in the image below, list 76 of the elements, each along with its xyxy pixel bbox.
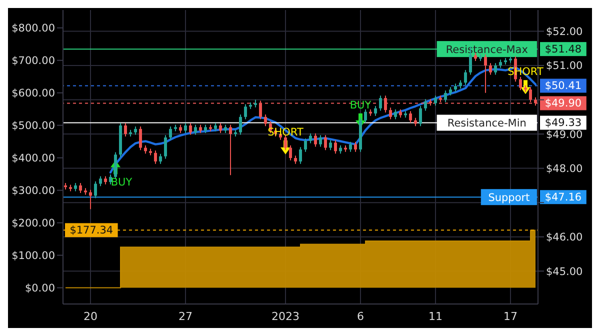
annotation: Support xyxy=(488,192,530,204)
y-tick-label: $600.00 xyxy=(12,88,55,100)
annotation: Resistance-Min xyxy=(447,118,526,130)
series-label: BUY xyxy=(110,176,133,188)
candlestick xyxy=(299,146,302,164)
candlestick xyxy=(419,105,422,127)
x-tick-label: 17 xyxy=(504,310,518,323)
y-tick-label: $700.00 xyxy=(12,55,55,68)
candlestick xyxy=(139,126,142,151)
candlestick xyxy=(99,176,102,187)
ref-line-label: $49.90 xyxy=(544,98,582,110)
candlestick xyxy=(329,140,332,151)
candlestick xyxy=(364,108,367,124)
candlestick xyxy=(169,126,172,140)
candlestick xyxy=(354,141,357,152)
text: BUY xyxy=(350,99,372,112)
candlestick xyxy=(304,138,307,152)
candlestick xyxy=(94,180,97,199)
candlestick xyxy=(409,110,412,124)
candlestick xyxy=(239,114,242,136)
y-tick-label: $0.00 xyxy=(24,282,55,294)
annotation: Resistance-Max xyxy=(446,44,528,56)
x-tick-label: 2023 xyxy=(272,310,300,323)
x-tick-label: 27 xyxy=(178,310,192,323)
candlestick xyxy=(394,108,397,120)
candlestick xyxy=(189,122,192,136)
y-tick-label: $800.00 xyxy=(12,22,55,35)
x-tick-label: 11 xyxy=(428,310,442,323)
candlestick xyxy=(124,122,127,137)
y2-tick-label: $49.00 xyxy=(546,128,583,141)
candlestick xyxy=(289,144,292,161)
y2-tick-label: $52.00 xyxy=(546,26,583,38)
candlestick xyxy=(519,76,522,91)
candlestick xyxy=(79,182,82,194)
y-tick-label: $300.00 xyxy=(12,185,55,198)
y-tick-label: $400.00 xyxy=(12,152,55,165)
candlestick xyxy=(334,140,337,154)
ref-line-label: $47.16 xyxy=(544,192,582,204)
y-tick-label: $100.00 xyxy=(12,250,55,262)
candlestick xyxy=(264,114,267,127)
candlestick xyxy=(314,132,317,148)
candlestick xyxy=(424,98,427,112)
candlestick xyxy=(324,134,327,151)
y2-tick-label: $45.00 xyxy=(546,266,583,278)
candlestick xyxy=(379,95,382,112)
candlestick xyxy=(244,104,247,120)
candlestick xyxy=(349,141,352,152)
ref-line-label: $50.41 xyxy=(544,80,582,92)
y2-tick-label: $46.00 xyxy=(546,232,583,244)
ref-line-label: $49.33 xyxy=(544,117,582,130)
candlestick xyxy=(154,150,157,164)
candlestick xyxy=(444,90,447,103)
y-tick-label: $500.00 xyxy=(12,120,55,132)
y2-tick-label: $51.00 xyxy=(546,60,583,72)
x-tick-label: 6 xyxy=(357,310,364,323)
y-tick-label: $200.00 xyxy=(12,218,55,230)
candlestick xyxy=(164,134,167,160)
candlestick xyxy=(464,69,467,86)
candlestick xyxy=(389,107,392,120)
candlestick xyxy=(219,122,222,134)
candlestick xyxy=(309,132,312,144)
ref-line-label: $177.34 xyxy=(70,224,114,237)
candlestick xyxy=(494,62,497,76)
candlestick xyxy=(484,54,487,94)
candlestick xyxy=(284,134,287,151)
candlestick xyxy=(434,95,437,106)
candlestick xyxy=(184,122,187,134)
y2-tick-label: $48.00 xyxy=(546,163,583,176)
candlestick xyxy=(229,124,232,176)
candlestick xyxy=(159,153,162,164)
candlestick xyxy=(489,62,492,76)
candlestick xyxy=(194,124,197,136)
x-tick-label: 20 xyxy=(84,310,98,323)
candlestick xyxy=(319,134,322,148)
ref-line-label: $51.48 xyxy=(544,44,582,56)
candlestick xyxy=(374,105,377,116)
